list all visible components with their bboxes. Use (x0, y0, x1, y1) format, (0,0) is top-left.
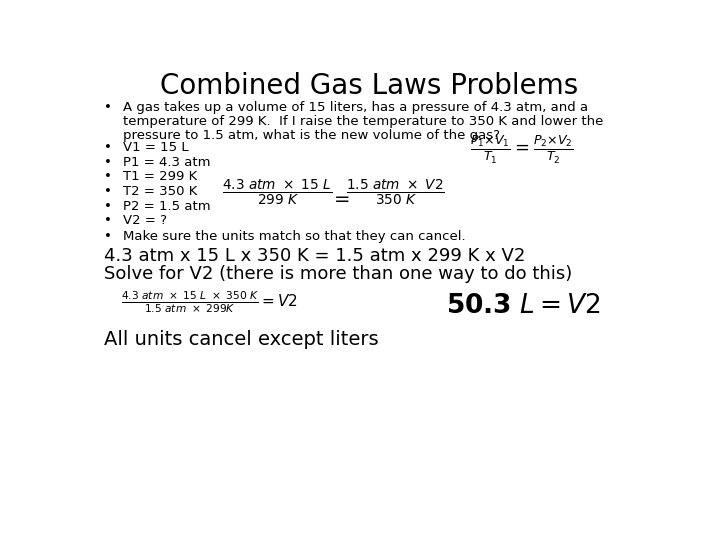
Text: $\frac{1.5\ \mathit{atm}\ \times\ \mathit{V2}}{350\ \mathit{K}}$: $\frac{1.5\ \mathit{atm}\ \times\ \mathi… (346, 178, 444, 208)
Text: temperature of 299 K.  If I raise the temperature to 350 K and lower the: temperature of 299 K. If I raise the tem… (122, 115, 603, 128)
Text: •: • (104, 231, 112, 244)
Text: •: • (104, 185, 112, 198)
Text: 4.3 atm x 15 L x 350 K = 1.5 atm x 299 K x V2: 4.3 atm x 15 L x 350 K = 1.5 atm x 299 K… (104, 247, 526, 265)
Text: T2 = 350 K: T2 = 350 K (122, 185, 197, 198)
Text: •: • (104, 214, 112, 227)
Text: Make sure the units match so that they can cancel.: Make sure the units match so that they c… (122, 231, 465, 244)
Text: $\frac{P_1{\times}V_1}{T_1} = \frac{P_2{\times}V_2}{T_2}$: $\frac{P_1{\times}V_1}{T_1} = \frac{P_2{… (469, 134, 574, 166)
Text: Solve for V2 (there is more than one way to do this): Solve for V2 (there is more than one way… (104, 265, 572, 283)
Text: •: • (104, 156, 112, 168)
Text: P1 = 4.3 atm: P1 = 4.3 atm (122, 156, 210, 168)
Text: •: • (104, 200, 112, 213)
Text: All units cancel except liters: All units cancel except liters (104, 330, 379, 349)
Text: Combined Gas Laws Problems: Combined Gas Laws Problems (160, 72, 578, 100)
Text: A gas takes up a volume of 15 liters, has a pressure of 4.3 atm, and a: A gas takes up a volume of 15 liters, ha… (122, 101, 588, 114)
Text: V2 = ?: V2 = ? (122, 214, 166, 227)
Text: •: • (104, 141, 112, 154)
Text: $\frac{4.3\ \mathit{atm}\ \times\ 15\ \mathit{L}}{299\ \mathit{K}}$: $\frac{4.3\ \mathit{atm}\ \times\ 15\ \m… (222, 178, 332, 208)
Text: T1 = 299 K: T1 = 299 K (122, 170, 197, 183)
Text: $\frac{4.3\ \mathit{atm}\ \times\ 15\ \mathit{L}\ \times\ 350\ \mathit{K}}{1.5\ : $\frac{4.3\ \mathit{atm}\ \times\ 15\ \m… (121, 289, 297, 315)
Text: $=$: $=$ (330, 188, 351, 207)
Text: •: • (104, 170, 112, 183)
Text: P2 = 1.5 atm: P2 = 1.5 atm (122, 200, 210, 213)
Text: pressure to 1.5 atm, what is the new volume of the gas?: pressure to 1.5 atm, what is the new vol… (122, 129, 500, 141)
Text: •: • (104, 101, 112, 114)
Text: $\mathbf{50.3}\ \mathit{L} = \mathit{V2}$: $\mathbf{50.3}\ \mathit{L} = \mathit{V2}… (446, 294, 601, 320)
Text: V1 = 15 L: V1 = 15 L (122, 141, 188, 154)
